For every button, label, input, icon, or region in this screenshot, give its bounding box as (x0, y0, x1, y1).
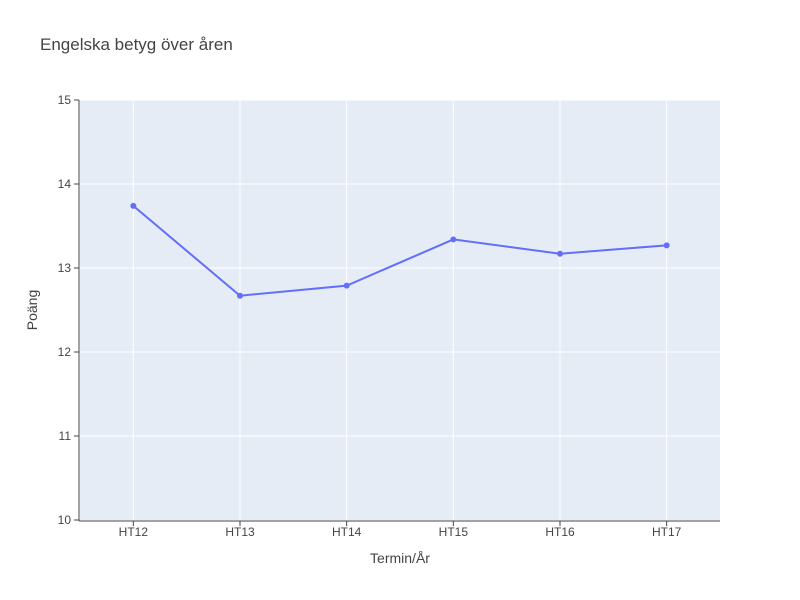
x-tick-label: HT15 (439, 525, 469, 539)
x-tick-label: HT14 (332, 525, 362, 539)
x-axis-ticks: HT12 HT13 HT14 HT15 HT16 HT17 (119, 521, 682, 539)
data-point-ht17[interactable] (663, 242, 670, 249)
data-point-ht12[interactable] (130, 202, 137, 209)
series-group (130, 202, 670, 299)
y-tick-label: 14 (58, 177, 72, 191)
y-gridlines (80, 99, 720, 437)
x-tick-label: HT13 (225, 525, 255, 539)
x-tick-label: HT17 (652, 525, 682, 539)
plot-area (80, 100, 720, 520)
data-point-ht14[interactable] (343, 282, 350, 289)
y-tick-label: 12 (58, 345, 72, 359)
data-point-ht16[interactable] (557, 250, 563, 257)
data-point-ht15[interactable] (450, 236, 457, 243)
chart-title: Engelska betyg över åren (40, 35, 233, 54)
x-tick-label: HT16 (545, 525, 575, 539)
y-tick-label: 15 (58, 93, 72, 107)
x-axis-title: Termin/År (370, 550, 430, 566)
y-tick-label: 13 (58, 261, 72, 275)
data-point-ht13[interactable] (237, 292, 243, 299)
x-gridlines (132, 100, 668, 520)
y-axis-title: Poäng (24, 290, 40, 330)
y-axis-ticks: 10 11 12 13 14 15 (58, 93, 79, 527)
y-tick-label: 11 (59, 429, 72, 443)
series-line (132, 205, 667, 297)
x-tick-label: HT12 (119, 525, 149, 539)
y-tick-label: 10 (58, 513, 72, 527)
